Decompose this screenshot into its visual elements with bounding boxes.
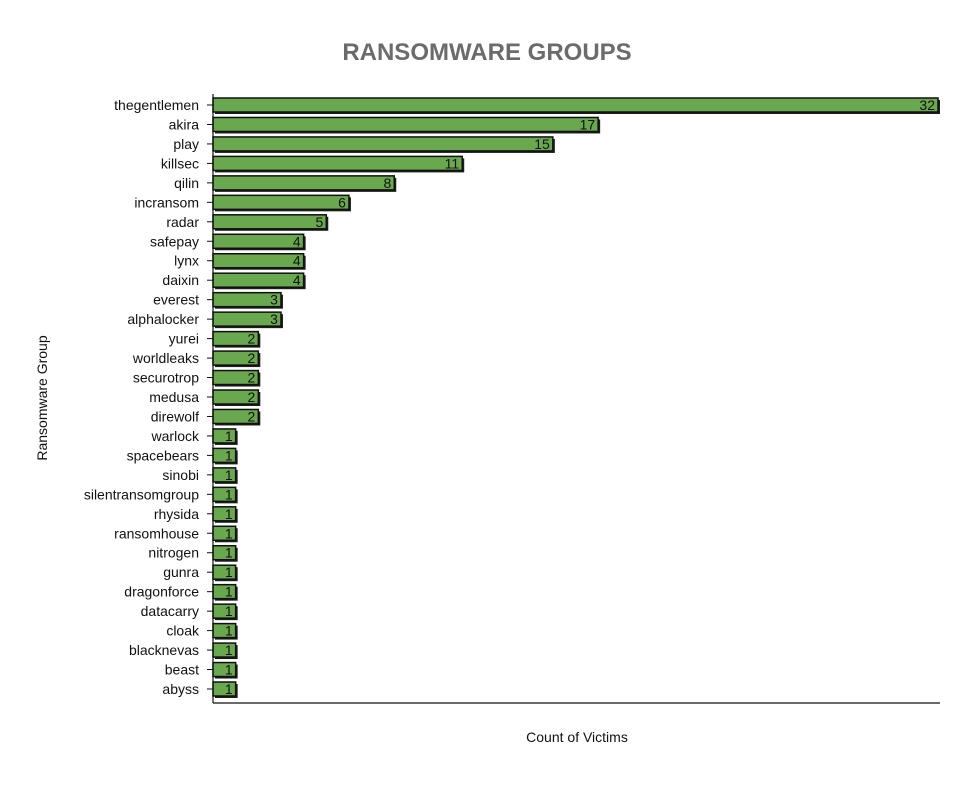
y-tick-label-killsec: killsec bbox=[161, 155, 199, 171]
value-label-blacknevas: 1 bbox=[225, 642, 233, 658]
value-label-daixin: 4 bbox=[293, 272, 301, 288]
value-label-cloak: 1 bbox=[225, 623, 233, 639]
value-label-direwolf: 2 bbox=[248, 408, 256, 424]
y-tick-label-medusa: medusa bbox=[149, 389, 199, 405]
y-tick-label-gunra: gunra bbox=[163, 564, 199, 580]
y-tick-label-qilin: qilin bbox=[174, 175, 199, 191]
y-tick-label-ransomhouse: ransomhouse bbox=[114, 525, 199, 541]
value-label-securotrop: 2 bbox=[248, 370, 256, 386]
value-label-thegentlemen: 32 bbox=[919, 97, 935, 113]
value-label-rhysida: 1 bbox=[225, 506, 233, 522]
y-tick-label-radar: radar bbox=[166, 214, 199, 230]
value-label-beast: 1 bbox=[225, 662, 233, 678]
value-label-dragonforce: 1 bbox=[225, 584, 233, 600]
y-tick-label-cloak: cloak bbox=[166, 623, 200, 639]
value-label-killsec: 11 bbox=[445, 155, 460, 171]
y-tick-label-everest: everest bbox=[153, 292, 199, 308]
value-label-datacarry: 1 bbox=[225, 603, 233, 619]
bar-safepay bbox=[212, 233, 305, 250]
y-axis-ticks: thegentlemen akira play killsec qilin incrans… bbox=[84, 97, 213, 697]
value-label-alphalocker: 3 bbox=[270, 311, 278, 327]
value-label-ransomhouse: 1 bbox=[225, 525, 233, 541]
y-tick-label-sinobi: sinobi bbox=[162, 467, 199, 483]
y-tick-label-direwolf: direwolf bbox=[151, 408, 199, 424]
value-label-abyss: 1 bbox=[225, 681, 233, 697]
y-tick-label-thegentlemen: thegentlemen bbox=[114, 97, 199, 113]
bar-killsec bbox=[212, 155, 463, 172]
y-tick-label-beast: beast bbox=[165, 662, 199, 678]
bar-thegentlemen bbox=[212, 97, 939, 113]
value-label-sinobi: 1 bbox=[225, 467, 233, 483]
bar-play bbox=[212, 136, 554, 152]
y-tick-label-incransom: incransom bbox=[134, 194, 199, 210]
value-label-radar: 5 bbox=[315, 214, 323, 230]
value-label-qilin: 8 bbox=[383, 175, 391, 191]
y-tick-label-blacknevas: blacknevas bbox=[129, 642, 199, 658]
bar-radar bbox=[212, 214, 328, 230]
y-tick-label-spacebears: spacebears bbox=[127, 447, 199, 463]
y-tick-label-safepay: safepay bbox=[150, 233, 199, 249]
value-label-silentransomgroup: 1 bbox=[225, 486, 233, 502]
value-label-warlock: 1 bbox=[225, 428, 233, 444]
value-label-everest: 3 bbox=[270, 292, 278, 308]
chart-title: RANSOMWARE GROUPS bbox=[342, 39, 631, 66]
x-axis-label: Count of Victims bbox=[526, 729, 628, 745]
y-tick-label-alphalocker: alphalocker bbox=[127, 311, 199, 327]
y-tick-label-lynx: lynx bbox=[174, 253, 199, 269]
y-tick-label-dragonforce: dragonforce bbox=[124, 584, 199, 600]
value-label-lynx: 4 bbox=[293, 253, 301, 269]
bar-incransom bbox=[212, 194, 350, 211]
bar-qilin bbox=[212, 175, 395, 191]
value-label-play: 15 bbox=[534, 136, 550, 152]
y-tick-label-abyss: abyss bbox=[162, 681, 199, 697]
value-label-incransom: 6 bbox=[338, 194, 346, 210]
value-label-safepay: 4 bbox=[293, 233, 301, 249]
y-tick-label-datacarry: datacarry bbox=[141, 603, 199, 619]
y-tick-label-warlock: warlock bbox=[151, 428, 200, 444]
y-tick-label-securotrop: securotrop bbox=[133, 370, 199, 386]
y-tick-label-akira: akira bbox=[169, 116, 200, 132]
y-tick-label-nitrogen: nitrogen bbox=[148, 545, 199, 561]
value-label-worldleaks: 2 bbox=[248, 350, 256, 366]
value-label-gunra: 1 bbox=[225, 564, 233, 580]
value-label-yurei: 2 bbox=[248, 331, 256, 347]
value-label-spacebears: 1 bbox=[225, 447, 233, 463]
bar-lynx bbox=[212, 252, 305, 269]
value-label-nitrogen: 1 bbox=[225, 545, 233, 561]
y-axis-label: Ransomware Group bbox=[34, 335, 50, 460]
y-tick-label-silentransomgroup: silentransomgroup bbox=[84, 486, 199, 502]
value-label-medusa: 2 bbox=[248, 389, 256, 405]
y-tick-label-rhysida: rhysida bbox=[154, 506, 199, 522]
y-tick-label-play: play bbox=[173, 136, 199, 152]
y-tick-label-yurei: yurei bbox=[169, 331, 199, 347]
bar-akira bbox=[212, 116, 599, 133]
value-label-akira: 17 bbox=[580, 116, 596, 132]
y-tick-label-daixin: daixin bbox=[162, 272, 199, 288]
y-tick-label-worldleaks: worldleaks bbox=[132, 350, 199, 366]
bar-daixin bbox=[212, 272, 305, 288]
